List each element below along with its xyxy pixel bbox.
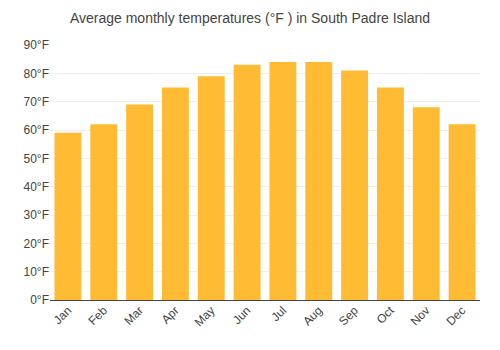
svg-text:May: May (192, 303, 218, 329)
svg-text:10°F: 10°F (24, 265, 49, 279)
svg-text:Oct: Oct (374, 303, 398, 327)
svg-text:Aug: Aug (300, 303, 325, 328)
svg-text:Jun: Jun (230, 303, 254, 327)
svg-text:Jul: Jul (269, 303, 290, 324)
svg-text:50°F: 50°F (24, 152, 49, 166)
svg-text:80°F: 80°F (24, 67, 49, 81)
svg-text:40°F: 40°F (24, 180, 49, 194)
svg-text:Dec: Dec (443, 303, 468, 328)
svg-text:Apr: Apr (159, 303, 182, 326)
svg-text:Feb: Feb (86, 303, 111, 328)
svg-text:0°F: 0°F (30, 293, 49, 307)
svg-text:90°F: 90°F (24, 38, 49, 52)
svg-text:20°F: 20°F (24, 237, 49, 251)
svg-text:60°F: 60°F (24, 123, 49, 137)
svg-text:70°F: 70°F (24, 95, 49, 109)
svg-text:Nov: Nov (408, 303, 433, 328)
svg-text:Sep: Sep (336, 303, 361, 328)
svg-text:Jan: Jan (51, 303, 75, 327)
svg-text:Mar: Mar (121, 303, 146, 328)
svg-text:30°F: 30°F (24, 208, 49, 222)
svg-text:Average monthly temperatures (: Average monthly temperatures (°F ) in So… (70, 10, 430, 26)
